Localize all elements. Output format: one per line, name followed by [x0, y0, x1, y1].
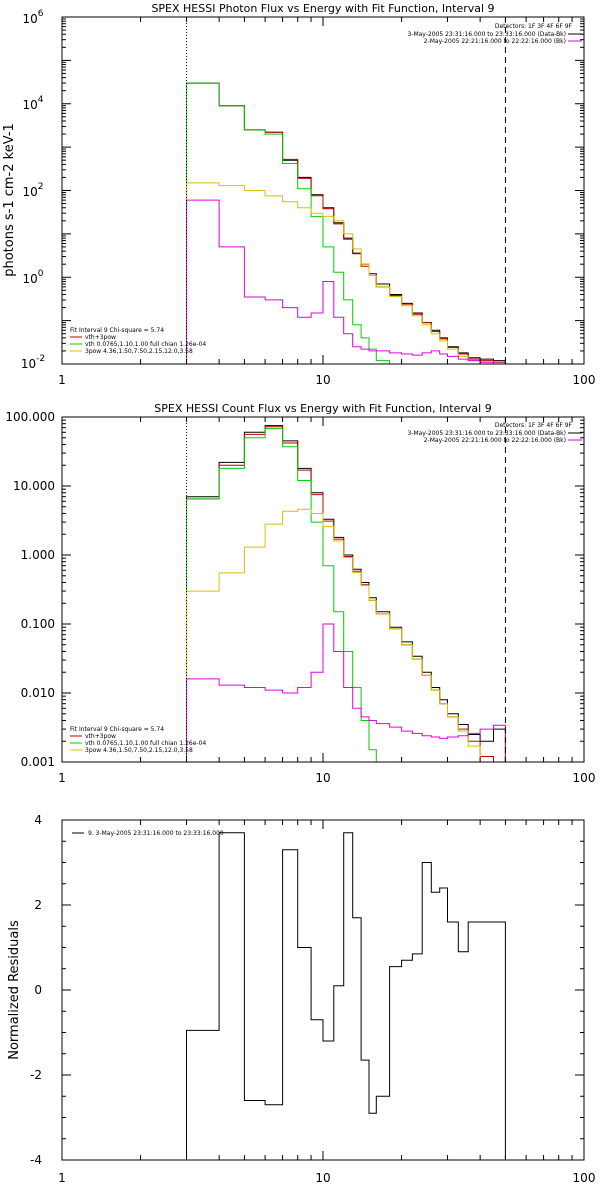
- legend-entry-text: 3-May-2005 23:31:16.000 to 23:33:16.000 …: [407, 31, 566, 38]
- series-line-total: [186, 426, 506, 763]
- fit-info-line: Fit Interval 9 Chi-square = 5.74: [70, 726, 164, 733]
- detectors-label: Detectors: 1F 3F 4F 6F 9F: [495, 422, 573, 429]
- tick-group: [62, 417, 584, 762]
- legend-top-right: Detectors: 1F 3F 4F 6F 9F 3-May-2005 23:…: [407, 422, 582, 444]
- x-tick-label: 10: [315, 1171, 330, 1185]
- fit-info-line: vth+3pow: [85, 334, 116, 341]
- y-tick-label: 100.000: [5, 410, 55, 424]
- tick-group: [62, 819, 584, 1161]
- fit-info-line: vth+3pow: [85, 733, 116, 740]
- x-tick-label: 10: [315, 771, 330, 785]
- y-tick-label: 0: [34, 983, 42, 997]
- series-line-background: [186, 623, 506, 762]
- series-group: [186, 832, 506, 1160]
- vline-group: [186, 17, 506, 364]
- y-tick-labels: -4 -2 0 2 4: [30, 813, 42, 1167]
- fit-info-line: vth 0.0765,1.10,1.00 full chian 1.26e-04: [85, 740, 206, 747]
- x-tick-label: 100: [573, 771, 596, 785]
- legend-entry-text: 2-May-2005 22:21:16.000 to 22:22:16.000 …: [424, 38, 566, 45]
- y-tick-label: 10-2: [21, 354, 45, 371]
- legend-entry-text: 3-May-2005 23:31:16.000 to 23:33:16.000 …: [407, 430, 566, 437]
- y-tick-label: 104: [22, 95, 43, 112]
- chart-title: SPEX HESSI Count Flux vs Energy with Fit…: [154, 402, 491, 415]
- x-tick-labels: 1 10 100: [58, 771, 595, 785]
- y-tick-label: 4: [34, 813, 42, 827]
- fit-info-block: Fit Interval 9 Chi-square = 5.74 vth+3po…: [70, 327, 206, 355]
- x-tick-label: 1: [58, 771, 66, 785]
- y-tick-label: 100: [22, 269, 43, 286]
- vline-group: [186, 417, 506, 762]
- legend-top-right: Detectors: 1F 3F 4F 6F 9F 3-May-2005 23:…: [407, 23, 582, 45]
- fit-info-line: 3pow 4.36,1.50,7.50,2.15,12.0,3.58: [85, 747, 193, 754]
- x-tick-labels: 1 10 100: [58, 373, 595, 387]
- photon-flux-panel: SPEX HESSI Photon Flux vs Energy with Fi…: [2, 2, 595, 387]
- legend-top-left: 9. 3-May-2005 23:31:16.000 to 23:33:16.0…: [72, 830, 224, 837]
- residuals-panel: Normalized Residuals -4 -2 0 2 4 1 10 10…: [7, 813, 595, 1185]
- series-line-data: [186, 425, 506, 762]
- x-tick-label: 1: [58, 1171, 66, 1185]
- x-tick-label: 100: [573, 1171, 596, 1185]
- series-line-data: [186, 82, 506, 364]
- legend-entry-text: 2-May-2005 22:21:16.000 to 22:22:16.000 …: [424, 437, 566, 444]
- fit-info-line: 3pow 4.36,1.50,7.50,2.15,12.0,3.58: [85, 348, 193, 355]
- y-tick-label: 10.000: [13, 479, 55, 493]
- legend-entry-text: 9. 3-May-2005 23:31:16.000 to 23:33:16.0…: [88, 830, 224, 837]
- y-tick-label: 1.000: [21, 548, 55, 562]
- x-tick-label: 10: [315, 373, 330, 387]
- fit-info-line: Fit Interval 9 Chi-square = 5.74: [70, 327, 164, 334]
- series-line-powerlaw: [186, 508, 506, 763]
- y-tick-label: 0.100: [21, 617, 55, 631]
- x-tick-label: 100: [573, 373, 596, 387]
- y-axis-label: Normalized Residuals: [7, 920, 22, 1060]
- series-group: [186, 425, 506, 763]
- y-tick-label: 102: [22, 182, 43, 199]
- tick-group: [62, 17, 584, 364]
- series-group: [186, 82, 506, 365]
- y-tick-label: 106: [22, 9, 43, 26]
- chart-title: SPEX HESSI Photon Flux vs Energy with Fi…: [151, 2, 494, 15]
- count-flux-panel: SPEX HESSI Count Flux vs Energy with Fit…: [5, 402, 595, 785]
- series-line-thermal: [186, 82, 506, 365]
- fit-info-block: Fit Interval 9 Chi-square = 5.74 vth+3po…: [70, 726, 206, 754]
- series-line-background: [186, 199, 506, 365]
- fit-info-line: vth 0.0765,1.10,1.00 full chian 1.26e-04: [85, 341, 206, 348]
- series-line-thermal: [186, 428, 506, 763]
- y-tick-labels: 10-2 100 102 104 106: [21, 9, 45, 371]
- x-tick-labels: 1 10 100: [58, 1171, 595, 1185]
- y-tick-label: -2: [30, 1068, 42, 1082]
- y-tick-label: -4: [30, 1153, 42, 1167]
- series-line-powerlaw: [186, 182, 506, 365]
- y-tick-label: 0.010: [21, 686, 55, 700]
- series-line-total: [186, 82, 506, 364]
- y-axis-label: photons s-1 cm-2 keV-1: [2, 123, 17, 277]
- series-line-data: [186, 832, 506, 1160]
- x-tick-label: 1: [58, 373, 66, 387]
- y-tick-label: 2: [34, 898, 42, 912]
- y-tick-label: 0.001: [21, 755, 55, 769]
- detectors-label: Detectors: 1F 3F 4F 6F 9F: [495, 23, 573, 30]
- y-tick-labels: 0.001 0.010 0.100 1.000 10.000 100.000: [5, 410, 55, 769]
